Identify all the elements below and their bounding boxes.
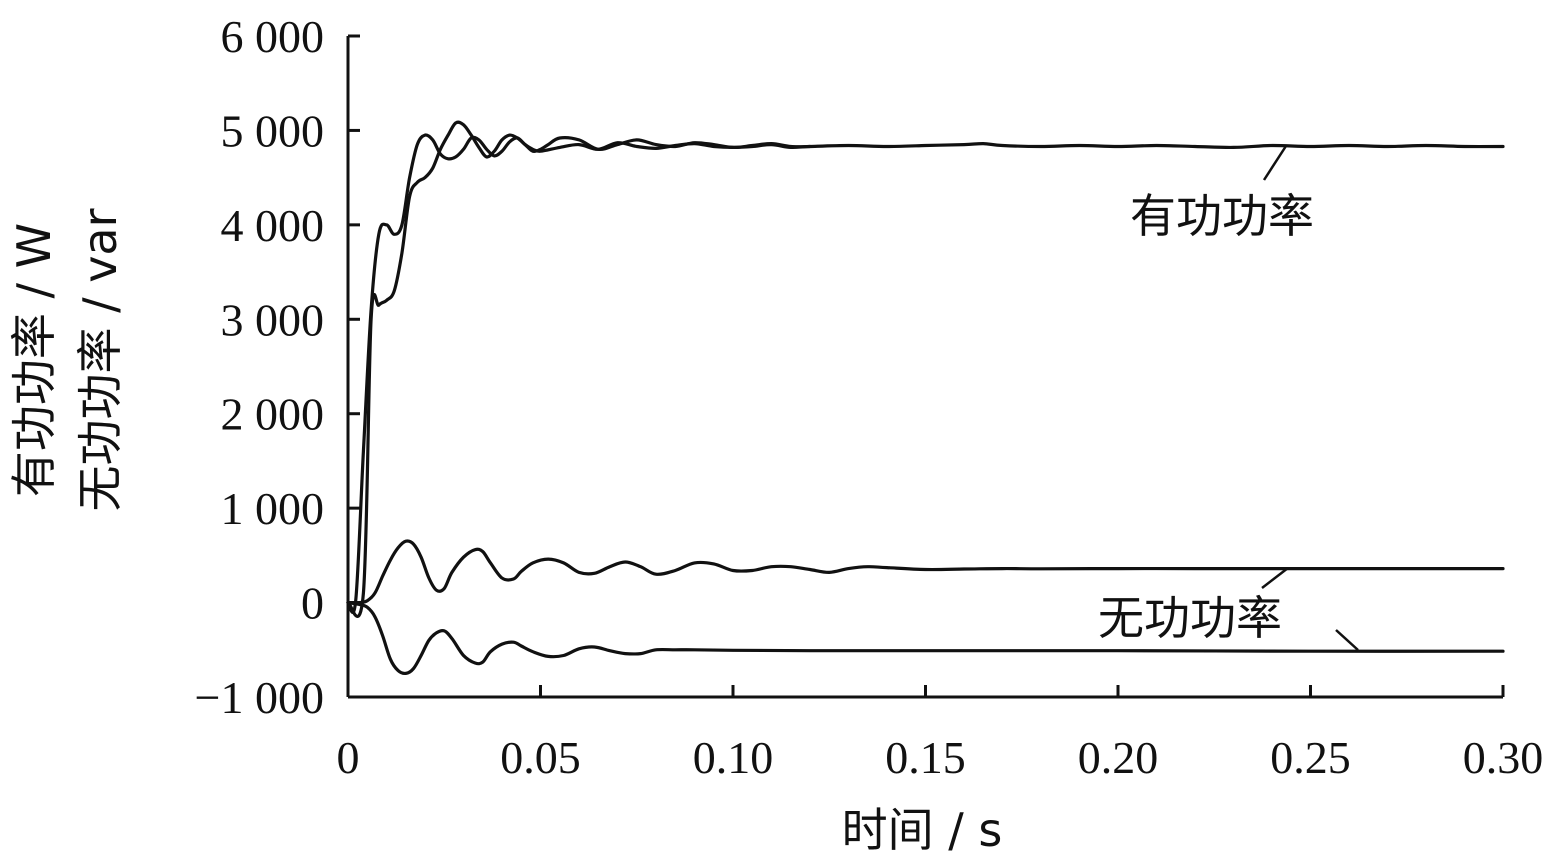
y-tick-label: 4 000 xyxy=(221,200,325,251)
x-tick-label: 0.25 xyxy=(1270,732,1351,783)
y-tick-label: 3 000 xyxy=(221,294,325,345)
active-power-1-line xyxy=(346,133,1505,614)
x-tick-label: 0 xyxy=(337,732,360,783)
y-tick-label: 6 000 xyxy=(221,11,325,62)
y-tick-label: −1 000 xyxy=(195,672,324,723)
x-tick-label: 0.20 xyxy=(1078,732,1159,783)
y-tick-label: 0 xyxy=(301,578,324,629)
reactive-power-leader-lower xyxy=(1335,629,1359,651)
y-axis-ticks: −1 000 0 1 000 2 000 3 000 4 000 5 000 6 000 xyxy=(195,11,360,723)
x-tick-label: 0.15 xyxy=(885,732,966,783)
y-tick-label: 2 000 xyxy=(221,389,325,440)
active-power-leader-line xyxy=(1262,145,1288,181)
series-layer xyxy=(346,120,1505,676)
x-tick-label: 0.05 xyxy=(500,732,581,783)
reactive-power-upper-line xyxy=(346,539,1505,605)
annotation-reactive-power: 无功功率 xyxy=(1098,591,1282,645)
y-axis-title-line-1: 有功功率 / W xyxy=(7,223,61,497)
active-power-2-line xyxy=(346,120,812,618)
x-tick-label: 0.10 xyxy=(693,732,774,783)
reactive-power-leader-upper xyxy=(1261,567,1289,589)
y-tick-label: 5 000 xyxy=(221,105,325,156)
x-axis-title: 时间 / s xyxy=(842,803,1003,857)
y-tick-label: 1 000 xyxy=(221,483,325,534)
reactive-power-lower-line xyxy=(346,601,1505,676)
annotation-active-power: 有功功率 xyxy=(1130,189,1314,243)
x-axis-ticks: 0 0.05 0.10 0.15 0.20 0.25 0.30 xyxy=(337,685,1544,783)
y-axis-title-line-2: 无功功率 / var xyxy=(73,208,127,511)
x-tick-label: 0.30 xyxy=(1463,732,1544,783)
